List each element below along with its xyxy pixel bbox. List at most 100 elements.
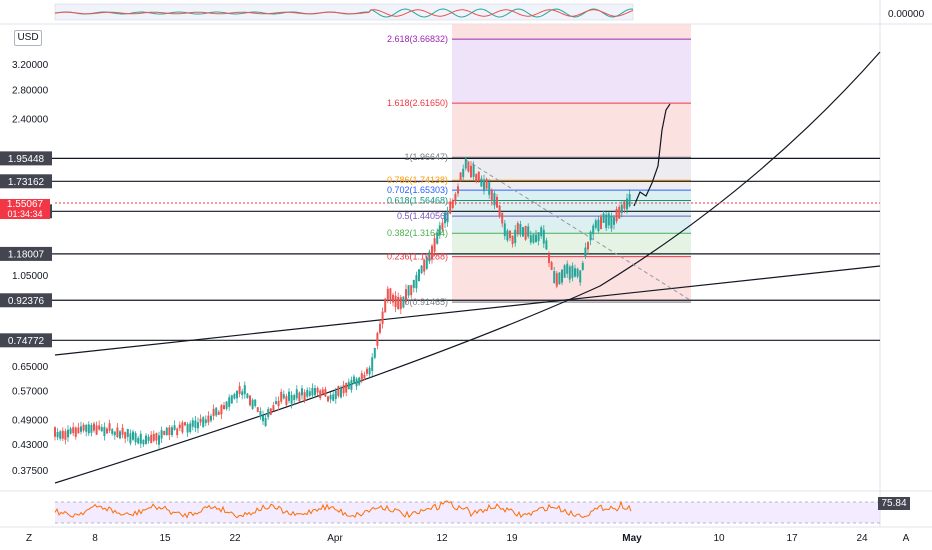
candle-body <box>119 431 121 439</box>
candle-body <box>267 409 270 418</box>
candle-body <box>563 265 566 278</box>
candle-body <box>509 230 511 239</box>
candle-body <box>139 433 142 444</box>
candle-body <box>87 424 90 434</box>
rising-trendline[interactable] <box>54 265 881 356</box>
candle-body <box>137 438 140 444</box>
candle-body <box>233 393 236 399</box>
candle-body <box>379 323 381 333</box>
candle-body <box>171 427 173 435</box>
candle-body <box>126 428 129 437</box>
candle-body <box>121 427 124 435</box>
candle-body <box>579 270 582 283</box>
fib-labels: 2.618(3.66832) 1.618(2.61650) 1(1.96647) 0.… <box>387 34 448 307</box>
candle-body <box>181 422 184 433</box>
candle-body <box>191 420 194 427</box>
level-badge <box>0 151 52 166</box>
candle-body <box>415 275 418 289</box>
fib-level-label: 0.5(1.44056) <box>397 211 448 221</box>
fib-level-label: 0.702(1.65303) <box>387 185 448 195</box>
candle-body <box>306 389 309 397</box>
fib-extension-zones <box>452 24 691 303</box>
candle-body <box>394 295 397 308</box>
candle-body <box>519 224 522 235</box>
parabolic-curve[interactable] <box>54 51 881 484</box>
candle-body <box>225 401 228 409</box>
candle-body <box>410 285 413 296</box>
candle-body <box>571 265 574 278</box>
x-tick-label: May <box>622 533 642 544</box>
candle-body <box>173 425 176 430</box>
projection-path[interactable] <box>633 103 671 207</box>
top-indicator-panel <box>54 3 634 21</box>
candle-body <box>275 401 277 405</box>
candle-body <box>371 357 374 371</box>
candle-body <box>189 423 192 433</box>
candle-body <box>215 407 218 416</box>
candle-body <box>132 431 134 440</box>
candle-body <box>113 431 116 436</box>
candle-body <box>384 298 387 313</box>
candle-body <box>256 407 259 412</box>
log-scale-button[interactable]: Z <box>25 533 33 544</box>
candle-body <box>72 427 75 434</box>
candle-body <box>446 211 449 223</box>
candle-body <box>210 415 212 421</box>
auto-scale-button[interactable]: A <box>902 533 910 544</box>
candle-body <box>150 434 153 444</box>
candle-body <box>548 254 550 263</box>
candle-body <box>386 288 389 300</box>
candle-body <box>204 419 207 424</box>
level-badges: 1.954481.731621.477891.180070.923760.747… <box>0 151 52 348</box>
candle-body <box>269 408 272 415</box>
candle-body <box>449 201 452 214</box>
candle-body <box>124 432 127 439</box>
fib-dashed-diagonal <box>465 159 691 301</box>
currency-badge[interactable]: USD <box>14 30 42 46</box>
candle-body <box>311 388 314 396</box>
candle-body <box>493 193 496 206</box>
candle-body <box>145 435 147 444</box>
x-tick-label: 12 <box>436 533 448 544</box>
candle-body <box>464 158 467 169</box>
candle-body <box>353 376 355 385</box>
candle-body <box>467 161 470 172</box>
rsi-value-badge: 75.84 <box>878 497 910 510</box>
candle-body <box>496 196 498 208</box>
rsi-band <box>55 502 880 523</box>
y-tick-label: 2.40000 <box>12 114 49 125</box>
level-badge <box>0 293 52 308</box>
candle-body <box>397 296 400 310</box>
candle-body <box>373 347 376 358</box>
fib-zone <box>452 216 691 234</box>
candle-body <box>202 417 205 427</box>
candle-body <box>477 171 480 181</box>
candle-body <box>85 425 88 432</box>
candle-body <box>254 399 257 407</box>
candle-body <box>152 434 155 441</box>
candle-body <box>168 427 171 436</box>
candle-body <box>561 269 563 283</box>
candle-body <box>134 433 137 443</box>
candle-body <box>285 396 288 405</box>
candle-body <box>147 436 150 441</box>
candle-body <box>537 232 540 242</box>
candle-body <box>366 368 368 374</box>
candle-body <box>436 232 439 244</box>
trendlines <box>54 51 881 484</box>
candle-body <box>490 190 493 201</box>
candle-body <box>524 225 527 240</box>
level-badge <box>0 333 52 348</box>
candle-body <box>264 417 267 426</box>
candle-body <box>251 399 254 409</box>
candle-body <box>597 219 600 232</box>
candle-body <box>345 382 348 393</box>
candle-body <box>238 386 241 394</box>
candle-body <box>316 388 319 393</box>
x-tick-label: 8 <box>92 533 98 544</box>
candle-body <box>340 388 342 398</box>
candle-body <box>457 186 459 194</box>
candle-body <box>470 165 472 178</box>
candle-body <box>423 259 426 272</box>
